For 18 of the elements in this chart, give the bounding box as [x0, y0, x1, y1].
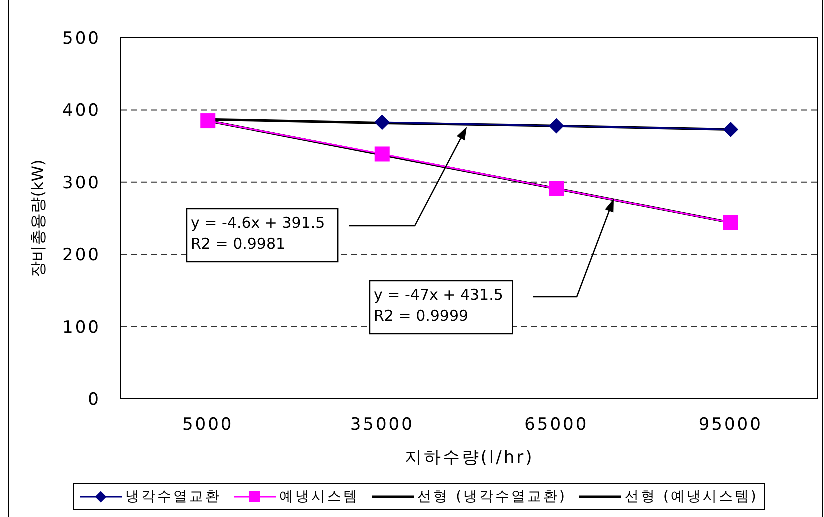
- legend-label: 냉각수열교환: [126, 488, 222, 506]
- legend-label: 선형 (냉각수열교환): [418, 488, 567, 506]
- x-tick-label: 65000: [524, 415, 589, 436]
- y-tick-label: 500: [62, 29, 101, 50]
- y-tick-label: 400: [62, 101, 101, 122]
- annotation: y = -47x + 431.5 R2 = 0.9999: [374, 286, 504, 325]
- y-tick-label: 200: [62, 246, 101, 266]
- x-axis-title: 지하수량(l/hr): [404, 448, 534, 468]
- legend-label: 예냉시스템: [280, 488, 360, 506]
- x-tick-label: 95000: [698, 415, 763, 436]
- legend-label: 선형 (예냉시스템): [625, 488, 758, 506]
- x-tick-label: 5000: [182, 415, 234, 436]
- y-tick-label: 300: [62, 173, 101, 194]
- y-tick-label: 0: [88, 390, 101, 410]
- annotation: y = -4.6x + 391.5 R2 = 0.9981: [191, 214, 326, 253]
- y-axis-title: 장비총용량(kW): [28, 160, 48, 278]
- y-tick-label: 100: [62, 318, 101, 338]
- x-tick-label: 35000: [350, 415, 414, 436]
